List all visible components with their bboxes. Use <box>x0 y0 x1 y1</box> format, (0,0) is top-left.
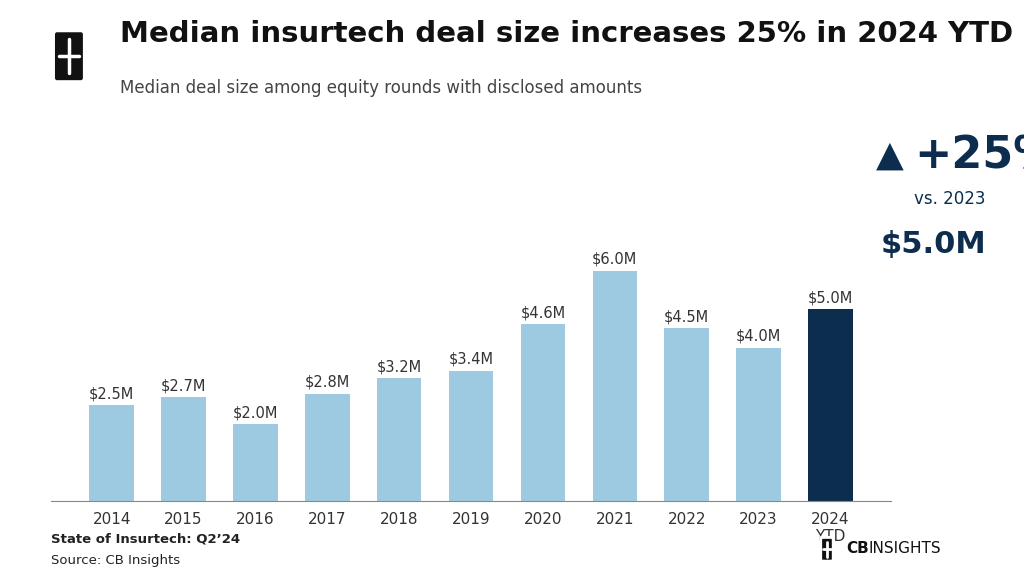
Text: $4.0M: $4.0M <box>736 329 781 344</box>
Bar <box>377 378 422 501</box>
Text: INSIGHTS: INSIGHTS <box>868 541 941 556</box>
Text: ▲: ▲ <box>876 138 903 173</box>
Text: $6.0M: $6.0M <box>592 252 637 267</box>
Text: $2.8M: $2.8M <box>305 375 350 390</box>
Bar <box>665 328 709 501</box>
Text: CB: CB <box>846 541 868 556</box>
Bar <box>89 405 134 501</box>
FancyBboxPatch shape <box>822 539 831 560</box>
Bar <box>305 393 349 501</box>
Text: +25%: +25% <box>914 134 1024 177</box>
Text: $2.0M: $2.0M <box>232 406 279 420</box>
Text: $4.5M: $4.5M <box>665 309 710 324</box>
Text: $2.5M: $2.5M <box>89 386 134 401</box>
Text: $3.2M: $3.2M <box>377 359 422 374</box>
Text: Median insurtech deal size increases 25% in 2024 YTD: Median insurtech deal size increases 25%… <box>120 20 1013 48</box>
Bar <box>808 309 853 501</box>
Bar <box>736 347 781 501</box>
Text: $5.0M: $5.0M <box>881 230 986 259</box>
Text: $2.7M: $2.7M <box>161 378 206 393</box>
FancyBboxPatch shape <box>820 536 834 563</box>
Bar <box>233 425 278 501</box>
FancyBboxPatch shape <box>49 25 89 87</box>
Bar <box>161 397 206 501</box>
Text: State of Insurtech: Q2’24: State of Insurtech: Q2’24 <box>51 533 241 546</box>
Bar <box>593 271 637 501</box>
Text: $5.0M: $5.0M <box>808 290 853 305</box>
Text: Median deal size among equity rounds with disclosed amounts: Median deal size among equity rounds wit… <box>120 79 642 97</box>
Text: $4.6M: $4.6M <box>520 306 565 321</box>
Text: Source: CB Insights: Source: CB Insights <box>51 554 180 567</box>
Bar <box>520 324 565 501</box>
Text: $3.4M: $3.4M <box>449 352 494 367</box>
Bar <box>449 370 494 501</box>
FancyBboxPatch shape <box>55 32 83 80</box>
Text: vs. 2023: vs. 2023 <box>914 190 986 208</box>
